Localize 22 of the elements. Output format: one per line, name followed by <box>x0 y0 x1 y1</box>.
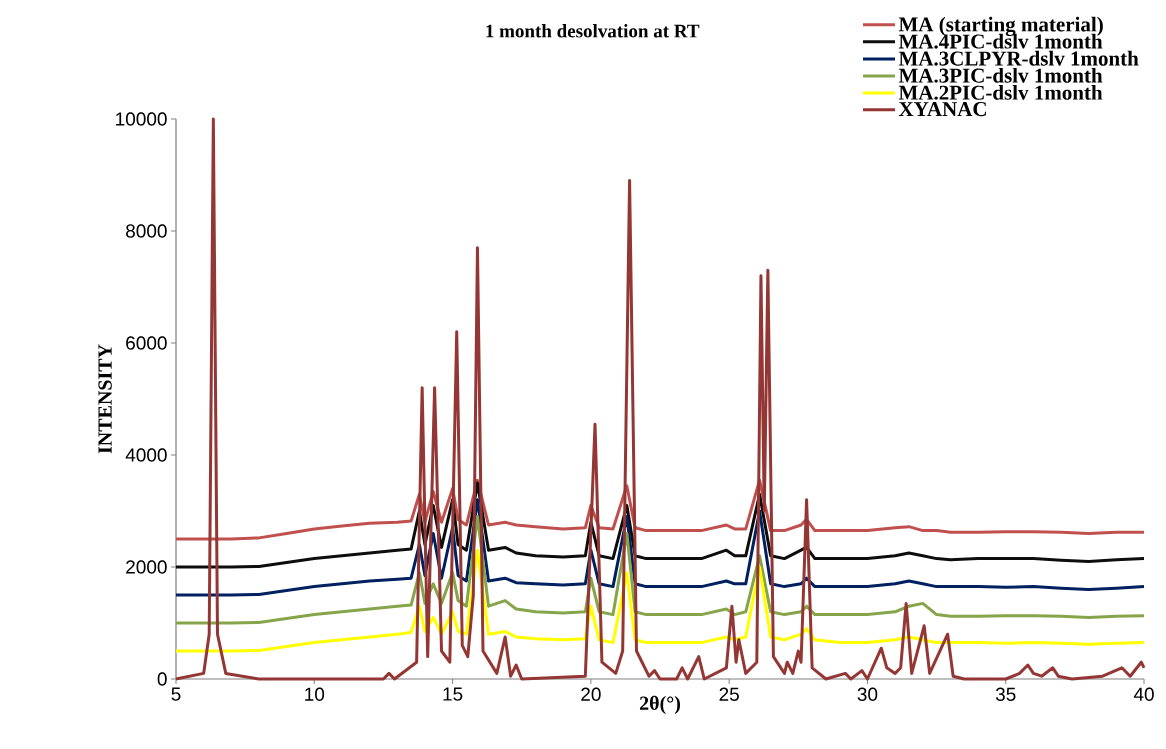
y-axis-title: INTENSITY <box>98 344 112 454</box>
y-tick-label: 10000 <box>116 112 167 126</box>
legend-label: MA.3CLPYR-dslv 1month <box>898 50 1139 66</box>
x-axis-title: 2θ(°) <box>639 695 681 715</box>
x-tick-label: 5 <box>171 687 181 701</box>
x-tick-label: 40 <box>1133 687 1154 701</box>
y-tick-label: 4000 <box>125 448 167 462</box>
chart-title: 1 month desolvation at RT <box>486 24 700 38</box>
legend-label: MA.3PIC-dslv 1month <box>898 67 1103 83</box>
legend-label: MA.2PIC-dslv 1month <box>898 84 1103 100</box>
y-tick-label: 8000 <box>126 224 167 238</box>
y-tick-label: 0 <box>157 672 167 686</box>
x-tick-label: 10 <box>305 687 325 701</box>
x-tick-label: 25 <box>719 687 739 701</box>
x-tick-label: 20 <box>581 687 601 701</box>
x-tick-label: 30 <box>857 687 878 701</box>
x-tick-label: 15 <box>443 687 463 701</box>
legend-label: XYANAC <box>898 102 986 117</box>
y-tick-label: 6000 <box>126 336 167 350</box>
y-tick-label: 2000 <box>126 560 167 574</box>
line-series <box>174 117 1146 681</box>
x-tick-label: 35 <box>995 687 1016 701</box>
